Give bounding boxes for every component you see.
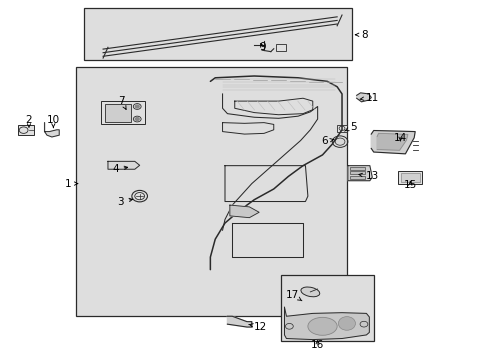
- Ellipse shape: [338, 317, 355, 330]
- Polygon shape: [227, 316, 251, 327]
- Text: 4: 4: [112, 164, 127, 174]
- Polygon shape: [370, 131, 414, 154]
- Text: 13: 13: [358, 171, 378, 181]
- Bar: [349, 167, 364, 170]
- Polygon shape: [356, 93, 370, 102]
- Text: 10: 10: [47, 115, 60, 127]
- Bar: [349, 171, 364, 174]
- Text: 1: 1: [64, 179, 78, 189]
- Bar: [400, 173, 419, 182]
- Bar: [349, 176, 364, 179]
- Bar: [18, 125, 34, 135]
- Bar: [397, 171, 422, 184]
- Text: 12: 12: [248, 322, 267, 332]
- Text: 8: 8: [355, 30, 367, 40]
- Polygon shape: [229, 205, 259, 218]
- Text: 7: 7: [118, 96, 126, 109]
- Bar: [83, 8, 351, 60]
- Ellipse shape: [300, 287, 319, 297]
- Bar: [76, 67, 346, 316]
- Circle shape: [334, 138, 344, 145]
- Ellipse shape: [307, 318, 336, 335]
- Circle shape: [135, 105, 139, 108]
- Text: 11: 11: [359, 93, 378, 103]
- Bar: [104, 104, 131, 122]
- Circle shape: [135, 118, 139, 121]
- Bar: [275, 44, 286, 50]
- Bar: [281, 275, 373, 341]
- Text: 6: 6: [321, 136, 333, 146]
- Text: 17: 17: [285, 290, 301, 301]
- Polygon shape: [376, 134, 407, 150]
- Text: 14: 14: [393, 133, 407, 143]
- Text: 5: 5: [344, 122, 356, 132]
- Circle shape: [135, 193, 144, 200]
- Text: 9: 9: [259, 42, 265, 52]
- Polygon shape: [108, 161, 140, 169]
- Polygon shape: [284, 307, 368, 339]
- Polygon shape: [347, 166, 371, 181]
- Bar: [336, 125, 346, 132]
- Text: 3: 3: [117, 197, 132, 207]
- Polygon shape: [44, 123, 59, 137]
- Text: 2: 2: [25, 115, 32, 127]
- Text: 15: 15: [403, 180, 416, 190]
- Bar: [101, 101, 144, 125]
- Text: 16: 16: [310, 340, 324, 350]
